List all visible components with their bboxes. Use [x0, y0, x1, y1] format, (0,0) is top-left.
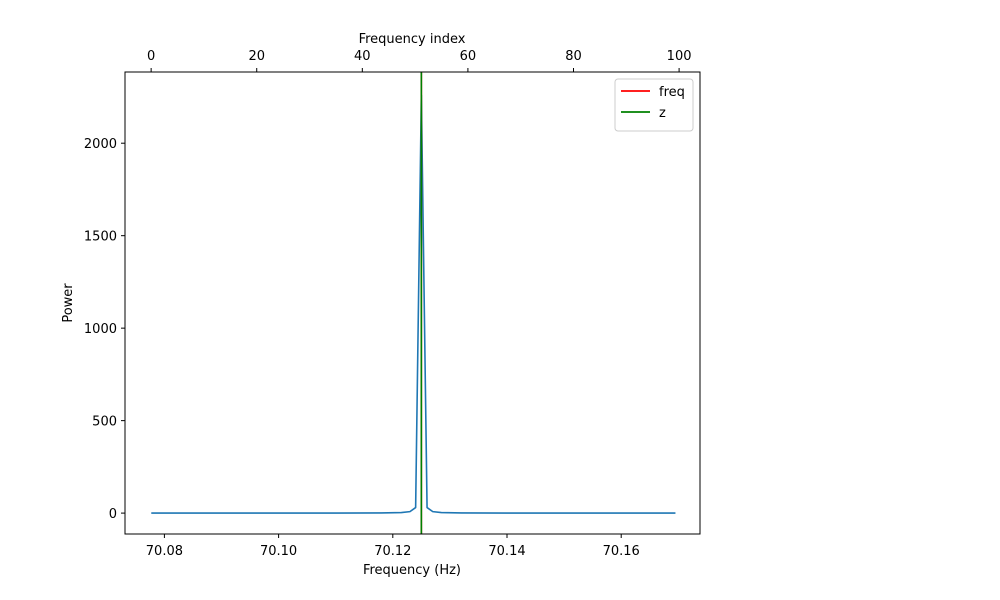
- legend-label-z: z: [659, 106, 666, 121]
- axes-layer: 70.08 70.10 70.12 70.14 70.16050010001500200…: [84, 49, 701, 559]
- x-tick-label: 70.16: [603, 544, 640, 559]
- x-tick-label: 70.12: [374, 544, 411, 559]
- top-x-tick-label: 80: [565, 49, 582, 64]
- legend: freq z: [614, 78, 694, 132]
- top-x-tick-label: 100: [667, 49, 692, 64]
- top-x-tick-label: 0: [147, 49, 155, 64]
- x-axis-label: Frequency (Hz): [363, 563, 461, 578]
- top-x-tick-label: 40: [354, 49, 371, 64]
- y-tick-label: 500: [92, 415, 117, 430]
- top-x-tick-label: 60: [460, 49, 477, 64]
- y-axis-label: Power: [61, 283, 76, 323]
- x-tick-label: 70.08: [146, 544, 183, 559]
- legend-label-freq: freq: [659, 85, 685, 100]
- x-tick-label: 70.10: [260, 544, 297, 559]
- legend-box: [614, 78, 694, 132]
- y-tick-label: 2000: [84, 137, 117, 152]
- axes-frame: [124, 71, 701, 535]
- y-tick-label: 0: [109, 507, 117, 522]
- x-tick-label: 70.14: [488, 544, 525, 559]
- top-x-axis-label: Frequency index: [359, 32, 466, 47]
- y-tick-label: 1500: [84, 230, 117, 245]
- plot-layer: [151, 72, 676, 534]
- top-x-tick-label: 20: [248, 49, 265, 64]
- y-tick-label: 1000: [84, 322, 117, 337]
